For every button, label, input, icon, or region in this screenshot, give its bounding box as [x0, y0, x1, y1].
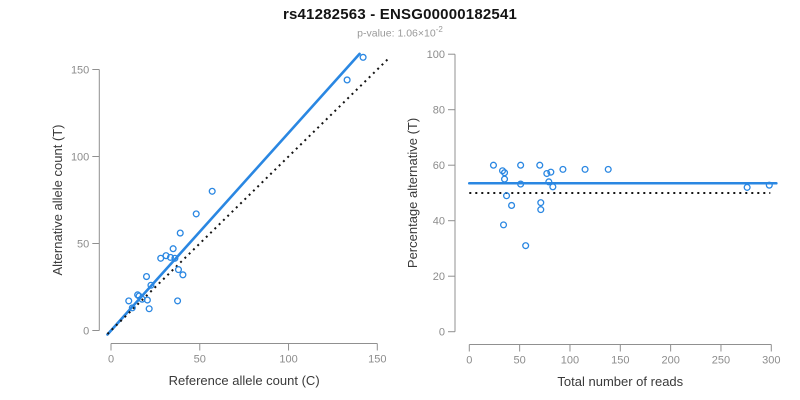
- data-point: [499, 221, 508, 229]
- x-tick-label: 200: [661, 355, 679, 367]
- y-tick-label: 20: [433, 271, 445, 283]
- y-tick-label: 40: [433, 216, 445, 228]
- data-point: [125, 297, 133, 305]
- data-point: [743, 183, 751, 191]
- p-value-subtitle: p-value: 1.06×10-2: [0, 25, 800, 40]
- x-tick-label: 50: [514, 355, 526, 367]
- data-point: [545, 178, 553, 186]
- data-point: [143, 296, 151, 304]
- x-tick-label: 150: [611, 355, 629, 367]
- data-point: [162, 252, 170, 260]
- data-point: [559, 165, 567, 173]
- page-title: rs41282563 - ENSG00000182541: [282, 6, 518, 23]
- data-point: [502, 192, 511, 200]
- data-point: [549, 183, 557, 191]
- y-tick-label: 50: [77, 238, 89, 250]
- data-point: [537, 206, 545, 214]
- x-tick-label: 300: [762, 355, 780, 367]
- data-point: [498, 167, 507, 175]
- identity-line: [106, 58, 389, 335]
- data-point: [536, 161, 544, 169]
- x-axis-title: Total number of reads: [557, 374, 683, 389]
- data-point: [517, 180, 525, 188]
- data-point: [174, 266, 183, 274]
- data-point: [765, 181, 773, 189]
- data-point: [147, 281, 155, 289]
- x-tick-label: 250: [712, 355, 730, 367]
- data-point: [500, 175, 509, 183]
- data-point: [176, 229, 184, 237]
- data-point: [157, 254, 165, 262]
- data-point: [192, 210, 200, 218]
- data-point: [604, 165, 612, 173]
- x-tick-label: 100: [561, 355, 579, 367]
- data-point: [145, 305, 153, 313]
- y-tick-label: 150: [71, 64, 89, 76]
- y-tick-label: 0: [83, 325, 89, 337]
- data-point: [522, 242, 530, 250]
- y-axis-title: Alternative allele count (T): [50, 124, 65, 275]
- data-point: [208, 187, 216, 195]
- data-point: [547, 168, 555, 176]
- data-point: [343, 76, 351, 84]
- data-point: [508, 201, 516, 209]
- x-axis-title: Reference allele count (C): [169, 373, 320, 388]
- data-point: [581, 165, 589, 173]
- data-point: [166, 253, 175, 261]
- data-point: [537, 199, 545, 207]
- y-tick-label: 100: [427, 49, 445, 61]
- data-point: [517, 161, 525, 169]
- p-value-text: p-value: 1.06×10: [357, 27, 436, 40]
- data-point: [134, 291, 142, 299]
- x-tick-label: 0: [108, 354, 114, 366]
- x-tick-label: 150: [368, 354, 386, 366]
- data-point: [359, 53, 367, 61]
- data-point: [169, 245, 177, 253]
- data-point: [174, 297, 182, 305]
- y-tick-label: 100: [71, 151, 89, 163]
- data-point: [179, 271, 187, 279]
- y-tick-label: 60: [433, 160, 445, 172]
- data-point: [128, 304, 136, 312]
- data-point: [489, 161, 498, 169]
- x-tick-label: 50: [194, 354, 206, 366]
- y-tick-label: 0: [439, 327, 445, 339]
- data-point: [142, 273, 151, 281]
- y-tick-label: 80: [433, 105, 445, 117]
- x-tick-label: 0: [466, 355, 472, 367]
- regression-line: [106, 52, 361, 336]
- data-point: [171, 254, 179, 262]
- data-point: [543, 169, 551, 178]
- y-axis-title: Percentage alternative (T): [405, 118, 420, 268]
- x-tick-label: 100: [279, 354, 297, 366]
- p-value-exponent: -2: [435, 25, 443, 34]
